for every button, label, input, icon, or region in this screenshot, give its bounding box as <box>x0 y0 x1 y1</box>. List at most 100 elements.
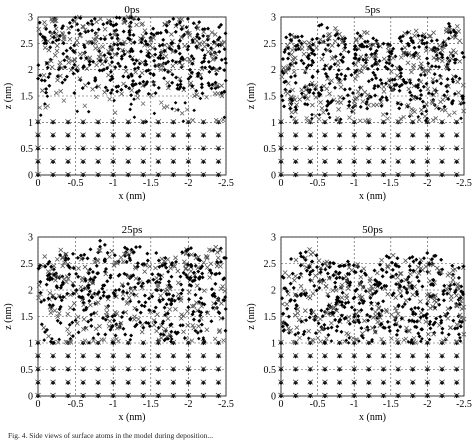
film-atom-cross <box>381 56 387 62</box>
film-atom-diamond <box>339 58 344 63</box>
film-atom-cross <box>61 276 67 282</box>
film-atom-diamond <box>342 305 347 310</box>
substrate-atom-marker <box>125 158 132 164</box>
substrate-atom-marker <box>95 339 101 345</box>
film-atom-cross <box>313 273 318 279</box>
film-atom-diamond <box>331 273 336 278</box>
film-atom-diamond <box>425 301 430 306</box>
substrate-atom-marker <box>155 352 162 359</box>
film-atom-diamond <box>415 275 420 280</box>
film-atom-diamond <box>36 266 41 271</box>
substrate-atom <box>322 133 328 138</box>
film-atom-diamond <box>188 262 193 267</box>
substrate-atom-marker <box>35 145 41 151</box>
film-atom-cross <box>107 318 113 324</box>
y-tick-label: 3 <box>271 13 276 24</box>
substrate-atom <box>95 367 101 372</box>
substrate-atom-marker <box>395 379 401 385</box>
film-atom-diamond <box>461 264 466 269</box>
substrate-atom-marker <box>155 366 162 372</box>
film-atom-diamond <box>176 46 181 51</box>
interface-atom-diamond <box>327 115 332 120</box>
film-atom-cross <box>417 64 423 70</box>
film-atom-diamond <box>347 103 352 108</box>
film-atom-diamond <box>123 84 128 89</box>
film-atom-diamond <box>85 21 90 26</box>
film-atom-diamond <box>117 287 122 292</box>
film-atom-cross <box>201 260 207 265</box>
film-atom-cross <box>56 310 62 316</box>
interface-atom-diamond <box>50 337 54 341</box>
film-atom-cross <box>357 293 362 298</box>
substrate-atom <box>395 354 401 359</box>
film-atom-diamond <box>405 52 410 57</box>
film-atom-cross <box>59 30 65 36</box>
film-atom-cross <box>177 76 183 82</box>
film-atom-diamond <box>438 51 443 56</box>
interface-atom-cross <box>292 116 297 121</box>
film-atom-cross <box>328 320 334 326</box>
film-atom-cross <box>47 290 53 296</box>
film-atom-diamond <box>461 55 466 60</box>
film-atom-diamond <box>197 287 202 292</box>
film-atom-diamond <box>104 267 109 272</box>
film-atom-cross <box>154 328 159 334</box>
x-tick-label: -2 <box>423 178 431 189</box>
film-atom-diamond <box>202 53 207 58</box>
film-atom-diamond <box>90 270 95 275</box>
film-atom-diamond <box>88 277 93 282</box>
film-atom-cross <box>201 29 207 35</box>
film-atom-cross <box>207 275 213 280</box>
film-atom-cross <box>329 43 335 48</box>
film-atom-diamond <box>430 92 435 97</box>
film-atom-cross <box>438 75 444 81</box>
film-atom-diamond <box>72 266 77 271</box>
interface-atom-cross <box>43 105 48 110</box>
substrate-atom-marker <box>424 145 431 151</box>
film-atom-diamond <box>397 84 402 89</box>
substrate-atom-marker <box>95 171 101 177</box>
film-atom-cross <box>106 72 111 78</box>
film-atom-cross <box>164 287 170 293</box>
substrate-atom <box>337 172 342 178</box>
film-atom-diamond <box>199 82 204 87</box>
substrate-atom-marker <box>453 379 460 385</box>
film-atom-cross <box>289 47 295 53</box>
interface-atom-diamond <box>129 102 133 107</box>
film-atom-diamond <box>353 44 358 49</box>
substrate-atom <box>186 172 191 178</box>
substrate-atom <box>50 120 56 125</box>
substrate-atom <box>308 393 313 399</box>
film-atom-cross <box>93 301 99 306</box>
film-atom-diamond <box>349 72 354 77</box>
substrate-atom-marker <box>50 171 56 177</box>
substrate-atom <box>80 393 86 399</box>
film-atom-diamond <box>223 255 228 260</box>
film-atom-diamond <box>293 60 298 65</box>
film-atom-diamond <box>185 275 190 280</box>
film-atom-diamond <box>286 314 291 319</box>
substrate-atom <box>308 380 313 385</box>
film-atom-cross <box>358 85 364 91</box>
substrate-atom-marker <box>307 352 314 359</box>
substrate-atom-marker <box>424 379 431 385</box>
interface-atom-diamond <box>310 112 314 117</box>
film-atom-diamond <box>452 282 457 287</box>
substrate-atom <box>278 367 284 372</box>
film-atom-diamond <box>418 260 423 265</box>
film-atom-diamond <box>86 319 91 324</box>
film-atom-diamond <box>58 321 63 326</box>
film-atom-cross <box>383 307 389 313</box>
film-atom-diamond <box>397 67 402 72</box>
substrate-atom <box>410 133 415 138</box>
substrate-atom-marker <box>292 352 299 359</box>
film-atom-diamond <box>298 292 303 297</box>
film-atom-cross <box>455 281 461 287</box>
y-tick-label: 2 <box>271 65 276 76</box>
film-atom-diamond <box>48 57 53 62</box>
film-atom-cross <box>334 308 340 314</box>
film-atom-diamond <box>223 31 228 36</box>
substrate-atom-marker <box>409 379 416 385</box>
substrate-atom-marker <box>322 379 328 385</box>
film-atom-diamond <box>65 291 70 296</box>
